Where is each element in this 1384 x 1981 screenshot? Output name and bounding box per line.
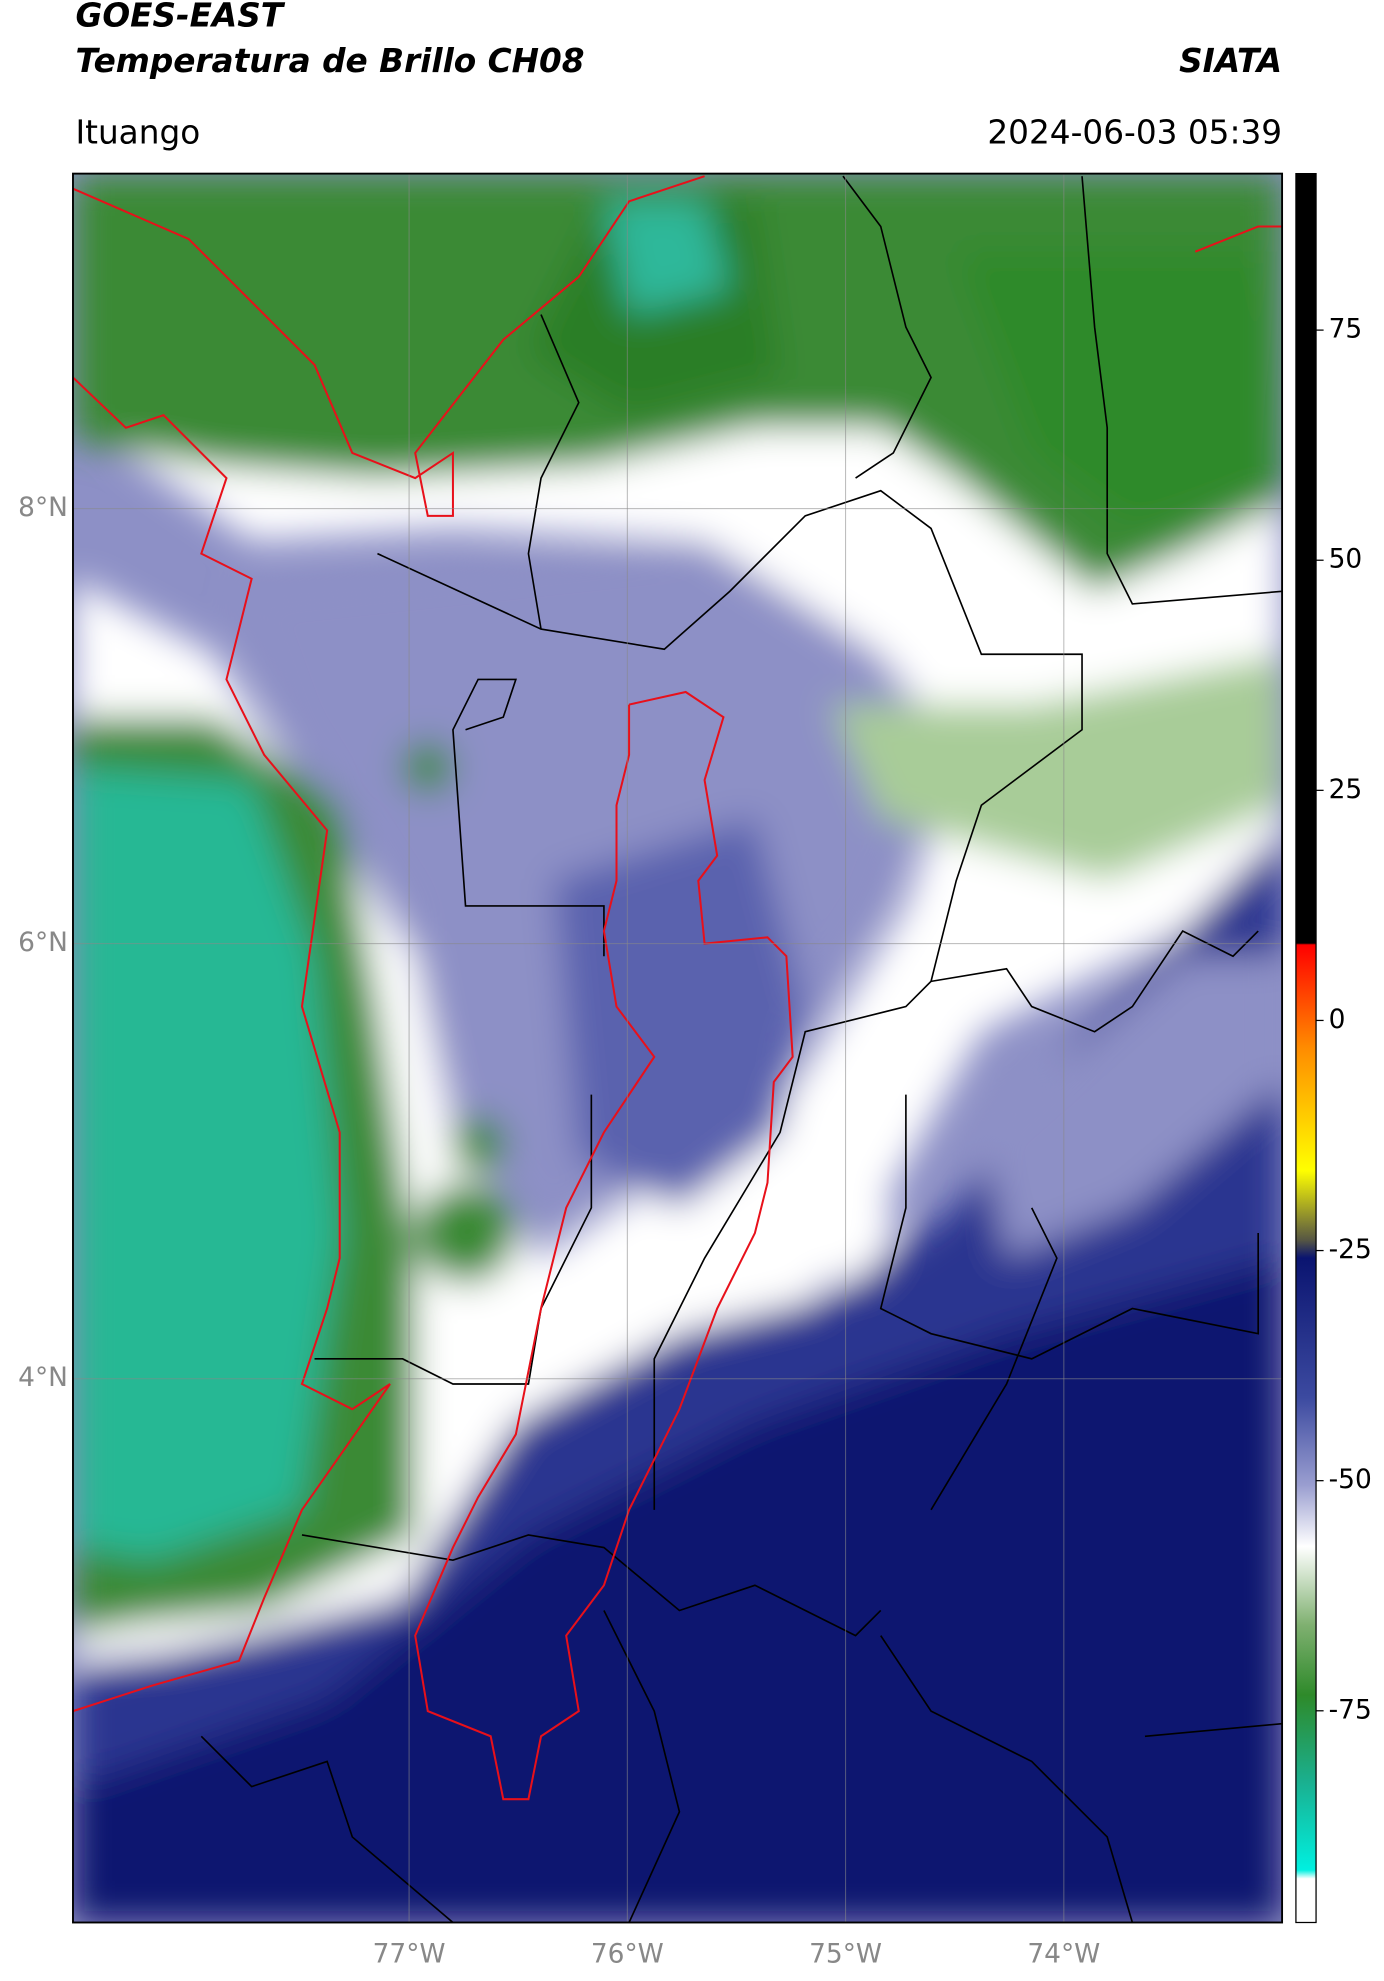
lon-tick-label: 74°W <box>1027 1939 1100 1970</box>
axes: 77°W 76°W 75°W 74°W 8°N 6°N 4°N 75 50 25 0 -25 -50 -7… <box>18 314 1372 1970</box>
lon-tick-label: 75°W <box>809 1939 882 1970</box>
lon-tick-label: 77°W <box>373 1939 446 1970</box>
title: GOES-EAST <box>75 0 285 35</box>
lat-tick-label: 4°N <box>18 1362 68 1393</box>
colorbar-tick-label: 75 <box>1329 314 1363 345</box>
map-frame <box>72 172 1284 1924</box>
colorbar-tick-label: 25 <box>1329 774 1363 805</box>
colorbar-tick-label: -25 <box>1329 1234 1372 1265</box>
colorbar-tick-label: -75 <box>1329 1694 1372 1725</box>
agency: SIATA <box>1179 42 1282 80</box>
lat-tick-label: 8°N <box>18 492 68 523</box>
imagery <box>72 173 1283 1923</box>
lon-tick-label: 76°W <box>591 1939 664 1970</box>
subtitle: Temperatura de Brillo CH08 <box>75 42 584 80</box>
lat-tick-label: 6°N <box>18 927 68 958</box>
boundaries <box>200 175 1283 1923</box>
location: Ituango <box>75 114 200 152</box>
outline <box>72 175 1283 1801</box>
colorbar-tick-label: 0 <box>1329 1004 1346 1035</box>
grid <box>72 173 1283 1923</box>
datetime: 2024-06-03 05:39 <box>987 114 1282 152</box>
colorbar-tick-label: 50 <box>1329 544 1363 575</box>
colorbar <box>1295 172 1317 1924</box>
colorbar-tick-label: -50 <box>1329 1464 1372 1495</box>
